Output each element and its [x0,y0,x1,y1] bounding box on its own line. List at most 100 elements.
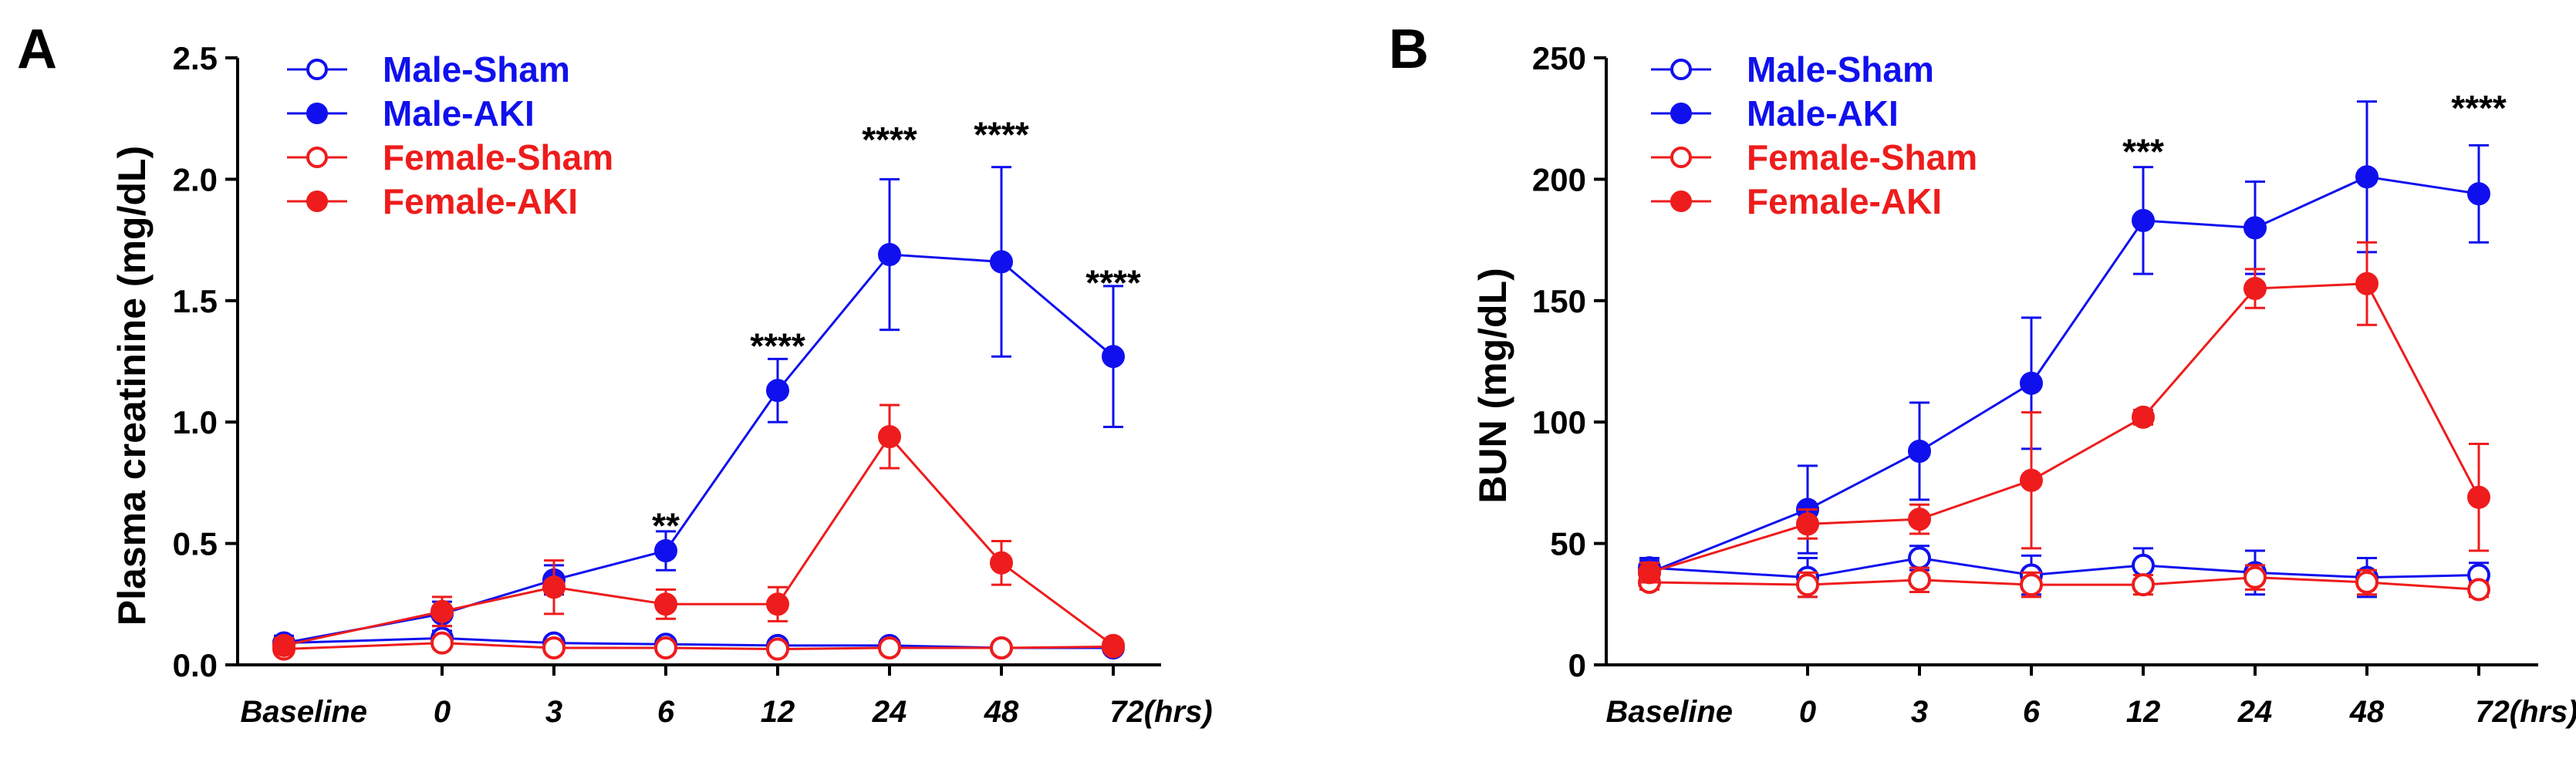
data-point [2243,565,2267,589]
series-female-aki [272,403,1125,657]
series-female-sham [1638,564,2490,602]
data-point [766,379,789,403]
data-point [2132,573,2155,597]
data-point [2132,553,2155,577]
panel-a: A Plasma creatinine (mg/dL) 0.0 0.5 1.0 1.5… [17,19,1213,729]
data-point [766,592,789,616]
data-point [1796,573,1819,597]
series-line [1649,175,2480,574]
y-tick-label: 100 [1532,404,1586,440]
data-point [1908,439,1931,463]
significance-annotation: ** [652,505,680,545]
x-tick-label: 24 [872,695,907,729]
data-point [878,242,901,266]
data-point [1102,345,1125,369]
y-tick-label: 1.5 [173,283,218,319]
x-tick-label: 0 [1799,695,1816,729]
data-point [878,636,901,659]
legend-label: Male-AKI [383,93,535,133]
significance-annotation: **** [862,120,917,160]
y-tick-label: 2.5 [173,40,218,76]
data-point [654,636,677,659]
data-point [2355,272,2378,295]
series-line [1649,556,2480,579]
data-point [990,636,1013,659]
data-point [2467,485,2490,509]
data-point [2355,570,2378,594]
y-tick-label: 0.5 [173,526,218,562]
x-tick-label: 12 [761,695,795,729]
data-point [2467,182,2490,206]
panel-b: B BUN (mg/dL) 0 50 100 150 200 250 Baseline 0 3 6… [1389,19,2576,729]
significance-annotation: **** [974,115,1029,155]
significance-annotation: **** [1085,263,1141,303]
x-tick-label: 72(hrs) [1109,695,1212,729]
y-tick-label: 250 [1532,40,1586,76]
data-point [2020,371,2043,395]
y-axis-label-a: Plasma creatinine (mg/dL) [110,146,154,626]
x-tick-label: Baseline [1605,695,1733,729]
series-female-aki [1638,241,2490,585]
x-tick-label: 48 [984,695,1019,729]
data-point [2243,216,2267,240]
x-tick-label: 48 [2349,695,2385,729]
legend-marker [1670,103,1692,124]
legend-label: Female-Sham [1747,137,1977,177]
data-point [1908,546,1931,570]
legend-marker [306,147,328,168]
data-point [1638,561,1661,585]
legend-marker [306,103,328,124]
y-tick-label: 200 [1532,161,1586,197]
data-point [1908,508,1931,531]
data-point [2020,468,2043,492]
x-tick-label: 3 [1911,695,1928,729]
y-tick-label: 0.0 [173,647,218,683]
legend-label: Male-Sham [383,49,570,89]
series-line [1649,576,2480,591]
x-tick-label: 0 [434,695,451,729]
significance-annotation: *** [2122,132,2164,172]
x-tick-label: 24 [2237,695,2273,729]
significance-annotation: **** [2451,88,2507,128]
data-point [542,636,566,659]
data-point [1796,512,1819,536]
legend-label: Female-Sham [383,137,613,177]
series-line [1649,282,2480,574]
data-point [430,631,454,655]
legend-label: Female-AKI [1747,181,1942,221]
data-point [2132,405,2155,429]
x-tick-label: 6 [2023,695,2041,729]
data-point [654,592,677,616]
data-point [2467,578,2490,602]
legend-label: Male-AKI [1747,93,1899,133]
series-line [283,642,1114,651]
data-point [654,539,677,563]
legend-label: Female-AKI [383,181,578,221]
y-axis-label-b: BUN (mg/dL) [1471,268,1514,504]
legend-marker [1670,191,1692,212]
data-point [2243,277,2267,301]
data-point [272,633,295,657]
data-point [878,425,901,449]
data-point [990,551,1013,575]
legend-label: Male-Sham [1747,49,1934,89]
data-point [2020,573,2043,597]
x-tick-label: Baseline [240,695,367,729]
series-line [283,434,1114,647]
data-point [2132,208,2155,232]
y-tick-label: 1.0 [173,404,218,440]
legend-marker [1670,147,1692,168]
significance-annotation: **** [750,325,805,366]
x-tick-label: 3 [545,695,562,729]
x-tick-label: 6 [657,695,675,729]
y-tick-label: 150 [1532,283,1586,319]
data-point [1102,633,1125,657]
data-point [1908,568,1931,592]
data-point [2355,165,2378,189]
data-point [990,250,1013,274]
panel-letter-a: A [17,19,57,80]
y-tick-label: 50 [1550,526,1586,562]
legend-marker [1670,59,1692,80]
legend-marker [306,191,328,212]
y-tick-label: 2.0 [173,161,218,197]
